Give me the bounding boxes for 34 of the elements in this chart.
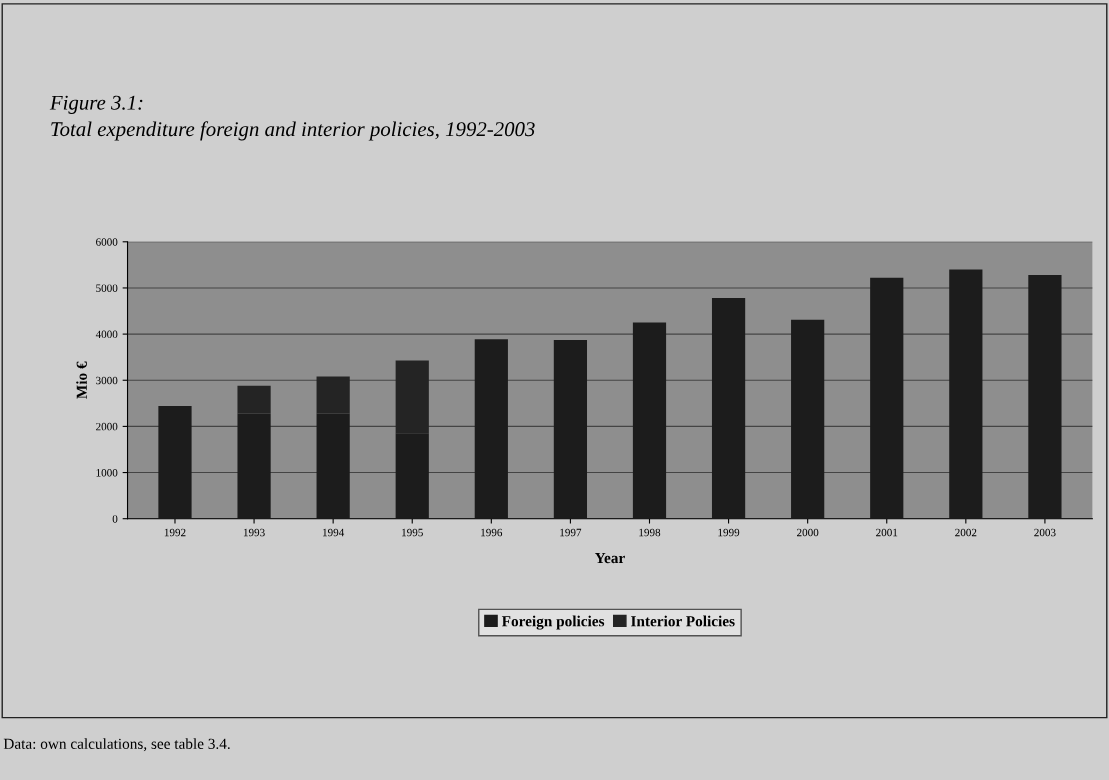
bar	[474, 339, 508, 519]
y-tick-label: 3000	[96, 376, 118, 385]
x-tick-label: 2000	[797, 528, 819, 537]
x-axis-title: Year	[594, 552, 625, 564]
legend-label: Interior Policies	[631, 615, 735, 627]
x-tick-label: 1992	[164, 528, 186, 537]
y-axis-title: Mio €	[76, 361, 87, 399]
y-tick-label: 2000	[96, 422, 118, 431]
x-tick-label: 1999	[718, 528, 740, 537]
x-tick-label: 1996	[481, 528, 503, 537]
chart-title: Figure 3.1: Total expenditure foreign and interior policies, 1992-2003	[49, 95, 535, 141]
bar	[1028, 275, 1062, 519]
x-tick-label: 1995	[402, 528, 423, 537]
bar	[158, 406, 192, 519]
legend-label: Foreign policies	[501, 615, 605, 630]
bar	[711, 298, 746, 519]
x-tick-label: 1993	[243, 528, 265, 537]
x-tick-label: 2001	[876, 528, 898, 537]
x-tick-label: 2003	[1034, 528, 1056, 537]
y-tick-label: 1000	[96, 469, 118, 477]
bar	[949, 269, 983, 519]
y-tick-label: 6000	[96, 238, 118, 246]
x-tick-label: 1997	[560, 528, 582, 537]
text: Data: own calculations, see table 3.4.	[3, 738, 230, 752]
y-tick-label: 0	[112, 515, 118, 523]
bar	[553, 340, 588, 519]
x-tick-label: 1994	[323, 528, 345, 537]
bar	[632, 322, 667, 519]
y-tick-label: 4000	[95, 330, 118, 339]
bar	[870, 277, 904, 519]
y-tick-label: 5000	[96, 284, 118, 292]
x-tick-label: 2002	[955, 528, 977, 537]
bar	[791, 319, 825, 519]
x-tick-label: 1998	[639, 528, 661, 537]
